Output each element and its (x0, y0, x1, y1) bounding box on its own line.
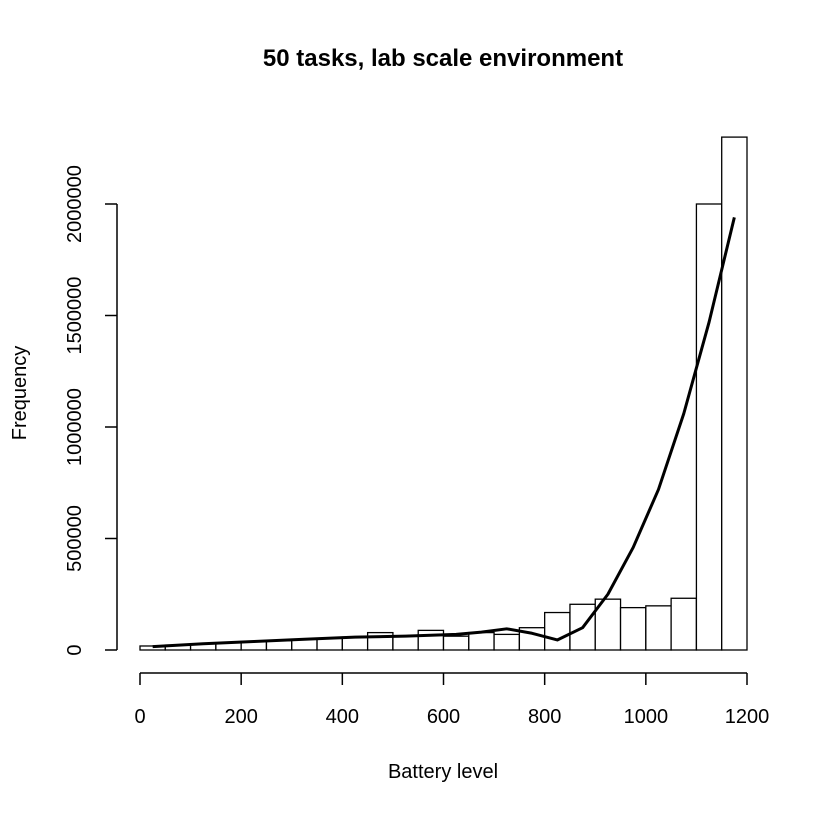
histogram-bar-13 (468, 631, 495, 651)
chart-title: 50 tasks, lab scale environment (263, 45, 623, 72)
y-tick-label-4: 2000000 (64, 165, 86, 243)
x-axis: 0 200 400 600 800 1000 1200 (134, 672, 770, 728)
histogram-bar-14 (493, 633, 521, 651)
histogram-bar-12 (442, 635, 470, 651)
y-tick-label-3: 1500000 (64, 277, 86, 355)
histogram-bar-17 (569, 603, 596, 651)
x-tick-label-4: 800 (528, 706, 561, 728)
histogram-bar-18 (594, 598, 622, 651)
x-tick-label-0: 0 (134, 706, 145, 728)
histogram-bar-8 (341, 636, 369, 651)
y-tick-label-2: 1000000 (64, 388, 86, 466)
histogram-bar-10 (392, 635, 419, 651)
bars-group (139, 136, 748, 651)
histogram-bar-16 (544, 611, 571, 651)
x-axis-label: Battery level (388, 761, 498, 783)
trend-curve (152, 217, 736, 649)
x-tick-label-2: 400 (326, 706, 359, 728)
histogram-bar-20 (645, 605, 672, 651)
y-tick-label-0: 0 (64, 644, 86, 655)
histogram-bar-22 (695, 203, 723, 651)
y-axis: 0 500000 1000000 1500000 2000000 (64, 165, 118, 656)
histogram-bar-23 (721, 136, 748, 651)
y-tick-label-1: 500000 (64, 505, 86, 572)
x-tick-label-3: 600 (427, 706, 460, 728)
histogram-bar-21 (670, 597, 698, 651)
histogram-bar-7 (316, 637, 343, 651)
histogram-bar-11 (417, 629, 445, 651)
overlay-curve-group (152, 217, 736, 649)
x-tick-label-1: 200 (224, 706, 257, 728)
x-tick-label-5: 1000 (624, 706, 669, 728)
x-tick-label-6: 1200 (725, 706, 770, 728)
y-axis-label: Frequency (9, 346, 31, 441)
histogram-bar-19 (619, 606, 647, 651)
